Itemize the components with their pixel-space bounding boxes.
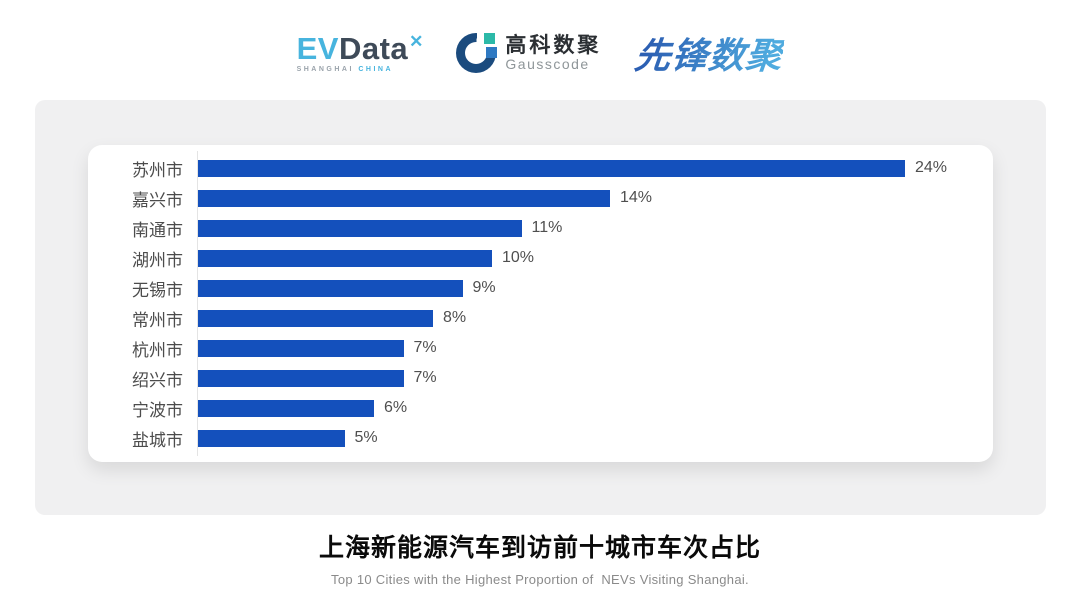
evdata-shanghai-text: SHANGHAI [296, 66, 354, 73]
bar-chart: 苏州市 24% 嘉兴市 14% 南通市 11% 湖州市 10% 无锡市 9% 常州市 8% 杭州市 7% 绍… [88, 145, 993, 462]
chart-row: 盐城市 5% [88, 423, 993, 453]
bar [197, 279, 463, 297]
value-label: 24% [915, 159, 948, 176]
gausscode-text: 高科数聚 Gausscode [505, 33, 602, 72]
city-label: 嘉兴市 [132, 190, 183, 210]
evdata-x-icon: ✕ [409, 32, 424, 51]
city-label: 绍兴市 [132, 370, 183, 390]
bar [197, 219, 522, 237]
header-logo-bar: EV Data ✕ SHANGHAI CHINA 高科数聚 Gausscode 先锋… [0, 22, 1080, 84]
row-plot: 11% [197, 219, 993, 237]
row-plot: 14% [197, 189, 993, 207]
gausscode-g-icon [456, 33, 498, 73]
value-label: 10% [502, 249, 535, 266]
bar [197, 429, 345, 447]
bar [197, 189, 610, 207]
bar [197, 339, 404, 357]
evdata-wordmark: EV Data ✕ [296, 31, 424, 66]
value-label: 7% [413, 339, 437, 356]
evdata-logo: EV Data ✕ SHANGHAI CHINA [296, 31, 424, 73]
row-plot: 6% [197, 399, 993, 417]
value-label: 11% [531, 219, 563, 236]
city-label: 盐城市 [132, 430, 183, 450]
chart-row: 南通市 11% [88, 213, 993, 243]
pioneer-data-logo: 先锋数聚 [633, 27, 786, 79]
city-label: 杭州市 [132, 340, 183, 360]
city-label: 无锡市 [132, 280, 183, 300]
chart-subtitle: Top 10 Cities with the Highest Proportio… [331, 572, 749, 587]
chart-row: 嘉兴市 14% [88, 183, 993, 213]
bar [197, 399, 374, 417]
chart-row: 绍兴市 7% [88, 363, 993, 393]
bar [197, 369, 404, 387]
y-axis-line [197, 151, 198, 456]
evdata-ev-text: EV [296, 31, 339, 66]
evdata-china-text: CHINA [358, 66, 394, 73]
bar [197, 159, 905, 177]
chart-panel: 苏州市 24% 嘉兴市 14% 南通市 11% 湖州市 10% 无锡市 9% 常州市 8% 杭州市 7% 绍… [35, 100, 1046, 515]
chart-title: 上海新能源汽车到访前十城市车次占比 [318, 534, 761, 562]
city-label: 湖州市 [132, 250, 183, 270]
city-label: 常州市 [132, 310, 183, 330]
row-plot: 5% [197, 429, 993, 447]
row-plot: 10% [197, 249, 993, 267]
row-plot: 8% [197, 309, 993, 327]
bar [197, 309, 433, 327]
city-label: 苏州市 [132, 160, 183, 180]
footer: 上海新能源汽车到访前十城市车次占比 Top 10 Cities with the… [0, 528, 1080, 587]
row-plot: 7% [197, 339, 993, 357]
gausscode-cn-text: 高科数聚 [505, 33, 602, 57]
row-plot: 24% [197, 159, 993, 177]
value-label: 14% [620, 189, 653, 206]
gausscode-blue-square [486, 47, 498, 58]
gausscode-logo: 高科数聚 Gausscode [456, 33, 601, 73]
value-label: 6% [384, 399, 408, 416]
value-label: 7% [413, 369, 437, 386]
chart-card: 苏州市 24% 嘉兴市 14% 南通市 11% 湖州市 10% 无锡市 9% 常州市 8% 杭州市 7% 绍… [88, 145, 993, 462]
city-label: 南通市 [132, 220, 183, 240]
evdata-data-text: Data [338, 31, 409, 66]
chart-row: 无锡市 9% [88, 273, 993, 303]
row-plot: 9% [197, 279, 993, 297]
chart-row: 常州市 8% [88, 303, 993, 333]
chart-row: 苏州市 24% [88, 153, 993, 183]
gausscode-en-text: Gausscode [505, 55, 590, 72]
chart-row: 杭州市 7% [88, 333, 993, 363]
chart-row: 湖州市 10% [88, 243, 993, 273]
city-label: 宁波市 [132, 400, 183, 420]
row-plot: 7% [197, 369, 993, 387]
value-label: 8% [443, 309, 467, 326]
bar [197, 249, 492, 267]
value-label: 9% [472, 279, 496, 296]
value-label: 5% [354, 429, 378, 446]
gausscode-teal-square [484, 33, 496, 44]
chart-rows: 苏州市 24% 嘉兴市 14% 南通市 11% 湖州市 10% 无锡市 9% 常州市 8% 杭州市 7% 绍… [88, 153, 993, 453]
evdata-subtext: SHANGHAI CHINA [297, 66, 423, 73]
chart-row: 宁波市 6% [88, 393, 993, 423]
